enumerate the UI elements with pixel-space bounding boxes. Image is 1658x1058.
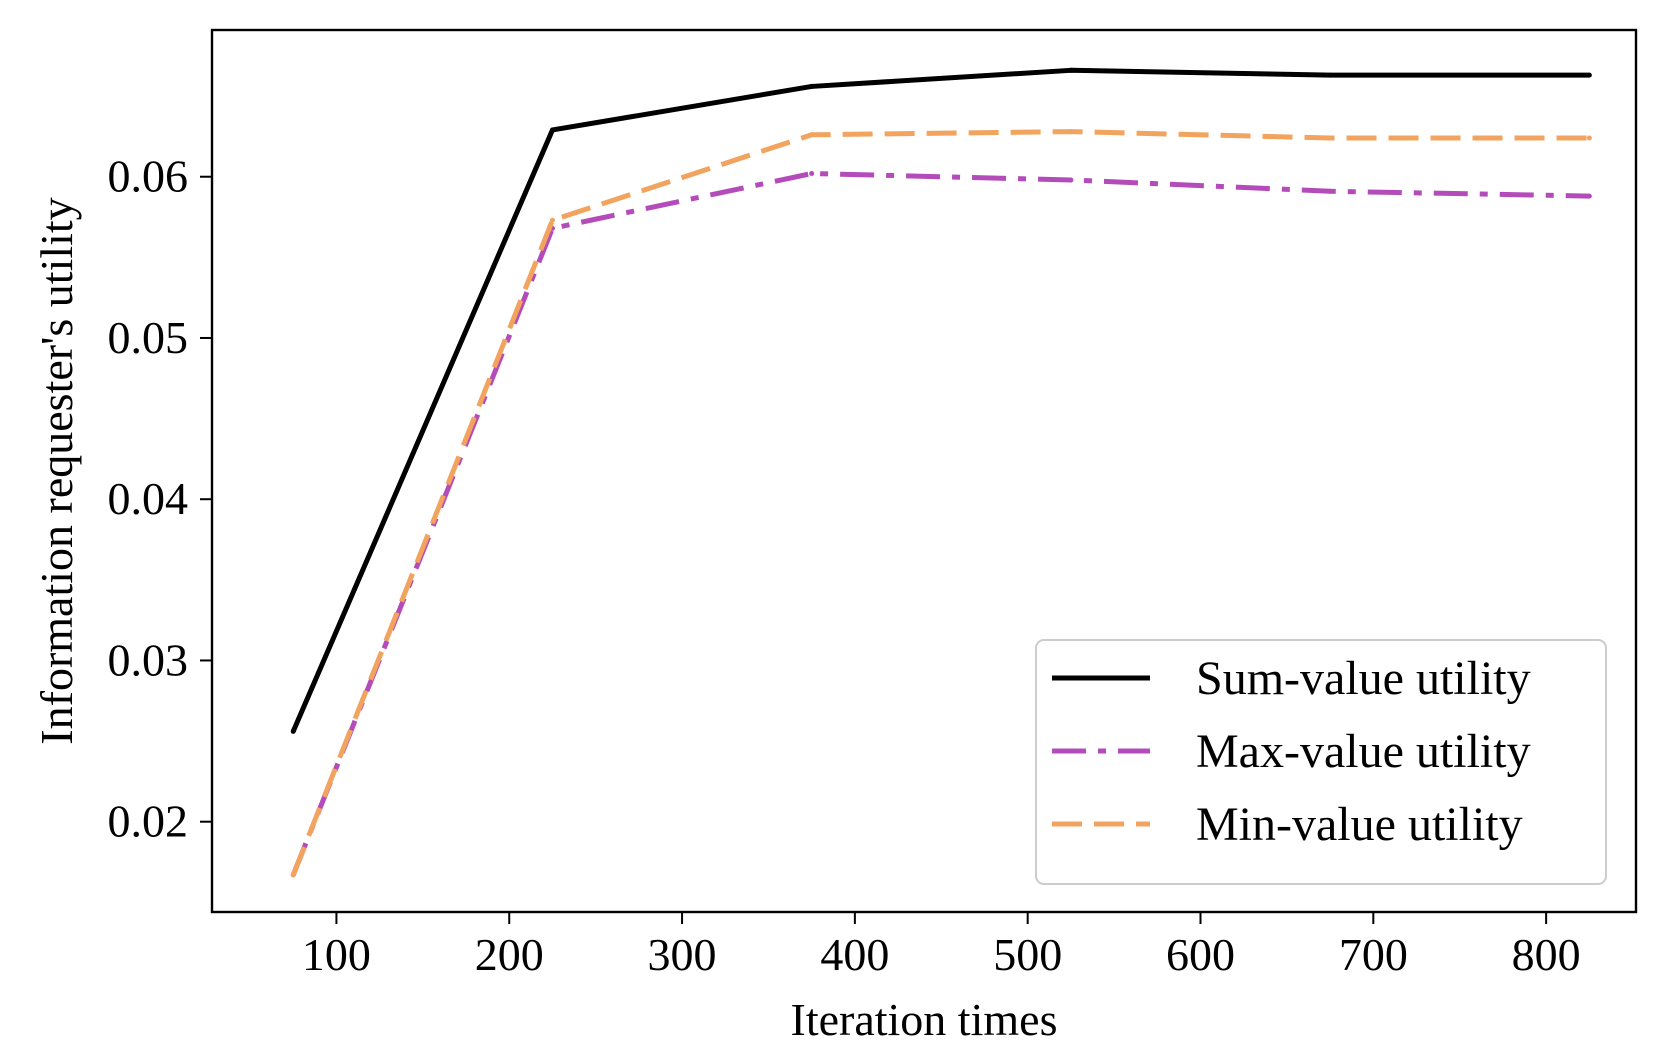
- x-axis-label: Iteration times: [791, 994, 1058, 1045]
- data-point-max-value-utility-825: [1586, 193, 1592, 199]
- y-tick-label-0.03: 0.03: [108, 634, 189, 685]
- data-point-min-value-utility-525: [1068, 129, 1074, 135]
- y-tick-label-0.05: 0.05: [108, 312, 189, 363]
- y-tick-label-0.04: 0.04: [108, 473, 189, 524]
- data-point-min-value-utility-825: [1586, 135, 1592, 141]
- series-layer: [290, 67, 1592, 878]
- x-tick-label-100: 100: [302, 929, 371, 980]
- x-tick-label-400: 400: [820, 929, 889, 980]
- x-tick-label-500: 500: [993, 929, 1062, 980]
- data-point-max-value-utility-675: [1327, 188, 1333, 194]
- x-tick-label-800: 800: [1512, 929, 1581, 980]
- plot-frame: [210, 28, 1638, 914]
- data-point-min-value-utility-225: [549, 217, 555, 223]
- y-tick-label-0.06: 0.06: [108, 151, 189, 202]
- x-tick-label-600: 600: [1166, 929, 1235, 980]
- data-point-sum-value-utility-825: [1586, 72, 1592, 78]
- data-point-min-value-utility-675: [1327, 135, 1333, 141]
- x-tick-label-200: 200: [475, 929, 544, 980]
- x-tick-label-300: 300: [648, 929, 717, 980]
- data-point-min-value-utility-375: [809, 132, 815, 138]
- data-point-sum-value-utility-675: [1327, 72, 1333, 78]
- series-line-sum-value-utility: [290, 67, 1590, 733]
- legend-label-min-value-utility: Min-value utility: [1196, 798, 1523, 851]
- legend: Sum-value utility Max-value utility Min-va…: [1035, 639, 1607, 885]
- data-point-sum-value-utility-225: [549, 127, 555, 133]
- legend-box: [1035, 639, 1607, 885]
- legend-label-sum-value-utility: Sum-value utility: [1196, 652, 1531, 705]
- series-line-min-value-utility: [290, 129, 1590, 876]
- x-tick-label-700: 700: [1339, 929, 1408, 980]
- y-tick-label-0.02: 0.02: [108, 796, 189, 847]
- x-axis: 100 200 300 400 500 600 700 800: [302, 912, 1581, 980]
- legend-label-max-value-utility: Max-value utility: [1196, 725, 1531, 778]
- series-line-max-value-utility: [290, 171, 1590, 876]
- data-point-sum-value-utility-75: [290, 728, 296, 734]
- y-axis: 0.02 0.03 0.04 0.05 0.06: [108, 151, 212, 847]
- data-point-max-value-utility-525: [1068, 177, 1074, 183]
- data-point-sum-value-utility-375: [809, 83, 815, 89]
- data-point-max-value-utility-375: [809, 171, 815, 177]
- y-axis-label: Information requester's utility: [31, 197, 82, 744]
- data-point-sum-value-utility-525: [1068, 67, 1074, 73]
- data-point-min-value-utility-75: [290, 872, 296, 878]
- legend-entries: Sum-value utility Max-value utility Min-va…: [1052, 652, 1531, 851]
